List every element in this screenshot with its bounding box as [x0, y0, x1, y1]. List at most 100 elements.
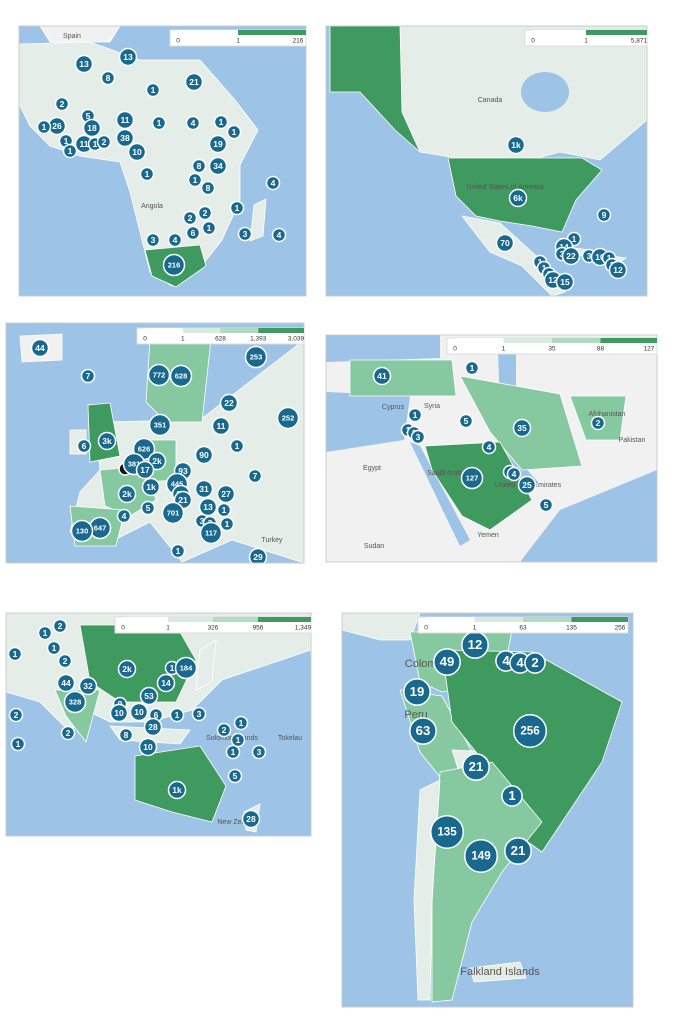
- marker-dot: [127, 142, 147, 162]
- cluster-marker: 1: [213, 114, 229, 130]
- cluster-marker: 10: [127, 142, 147, 162]
- marker-dot: [216, 502, 232, 518]
- marker-dot: [109, 703, 129, 723]
- marker-dot: [118, 47, 138, 67]
- marker-dot: [169, 364, 193, 388]
- cluster-marker: 1: [464, 360, 480, 376]
- marker-count: 1k: [172, 785, 182, 795]
- marker-count: 19: [410, 684, 425, 699]
- marker-dot: [135, 460, 155, 480]
- cluster-marker: 1: [139, 166, 155, 182]
- marker-count: 1: [93, 139, 98, 149]
- cluster-marker: 2: [590, 415, 606, 431]
- marker-dot: [409, 717, 437, 745]
- marker-count: 9: [118, 699, 123, 709]
- place-label: Cyprus: [382, 404, 405, 411]
- marker-count: 5: [233, 771, 238, 781]
- cluster-marker: 5: [227, 768, 243, 784]
- legend: 0 1 628 1,393 3,039: [136, 327, 305, 345]
- marker-count: 44: [61, 678, 71, 688]
- marker-dot: [148, 413, 172, 437]
- cluster-marker: 4: [481, 439, 497, 455]
- marker-dot: [233, 715, 249, 731]
- marker-count: 3: [151, 235, 156, 245]
- cluster-marker: 31: [194, 479, 214, 499]
- marker-dot: [191, 158, 207, 174]
- marker-count: 1: [538, 257, 543, 267]
- marker-count: 22: [566, 251, 576, 261]
- cluster-marker: 1: [46, 640, 62, 656]
- cluster-marker: 1: [229, 200, 245, 216]
- place-label: Saudi Arabia: [427, 470, 467, 477]
- cluster-marker: 1: [226, 124, 242, 140]
- legend-label: 0: [143, 336, 147, 343]
- marker-count: 130: [76, 526, 89, 535]
- cluster-marker: 8: [100, 70, 116, 86]
- legend-label: 256: [615, 625, 626, 632]
- marker-dot: [139, 166, 155, 182]
- cluster-marker: 2k: [117, 484, 137, 504]
- marker-count: 12: [548, 275, 558, 285]
- marker-count: 3: [257, 747, 262, 757]
- marker-dot: [184, 72, 204, 92]
- marker-count: 4: [173, 235, 178, 245]
- cluster-marker: 6k: [508, 188, 528, 208]
- cluster-marker: 63: [409, 717, 437, 745]
- marker-count: 253: [250, 352, 263, 361]
- marker-dot: [227, 768, 243, 784]
- cluster-marker: 2: [197, 205, 213, 221]
- legend-label: 1: [236, 38, 240, 45]
- cluster-marker: 4: [116, 508, 132, 524]
- cluster-marker: 1: [62, 143, 78, 159]
- marker-count: 11: [80, 139, 89, 149]
- marker-dot: [145, 232, 161, 248]
- cluster-marker: 10: [138, 737, 158, 757]
- marker-count: 32: [83, 681, 93, 691]
- cluster-marker: 13: [198, 497, 218, 517]
- marker-dot: [141, 477, 161, 497]
- marker-dot: [460, 466, 484, 490]
- marker-count: 27: [221, 489, 231, 499]
- marker-count: 1: [68, 146, 73, 156]
- legend-label: 135: [566, 625, 577, 632]
- cluster-marker: 3: [410, 429, 426, 445]
- marker-dot: [63, 690, 87, 714]
- cluster-marker: 2: [8, 707, 24, 723]
- cluster-marker: 1: [187, 172, 203, 188]
- marker-dot: [219, 393, 239, 413]
- marker-dot: [156, 673, 176, 693]
- legend-label: 1,393: [250, 336, 267, 343]
- marker-dot: [524, 652, 546, 674]
- marker-count: 1: [52, 643, 57, 653]
- marker-count: 26: [52, 121, 62, 131]
- cluster-marker: 11: [115, 110, 135, 130]
- legend-swatch: [649, 338, 657, 343]
- cluster-marker: 1k: [141, 477, 161, 497]
- legend: 0 1 216: [169, 29, 307, 47]
- marker-count: 4: [122, 511, 127, 521]
- marker-dot: [517, 475, 537, 495]
- cluster-marker: 22: [219, 393, 239, 413]
- marker-dot: [458, 413, 474, 429]
- marker-count: 351: [154, 420, 167, 429]
- legend-swatch: [586, 30, 639, 35]
- marker-dot: [229, 438, 245, 454]
- marker-count: 626: [138, 444, 151, 453]
- marker-count: 4: [271, 178, 276, 188]
- legend-label: 0: [424, 625, 428, 632]
- marker-count: 1: [239, 718, 244, 728]
- marker-dot: [162, 253, 186, 277]
- marker-count: 8: [206, 183, 211, 193]
- marker-count: 53: [144, 691, 154, 701]
- marker-dot: [247, 468, 263, 484]
- legend-swatch: [600, 338, 649, 343]
- marker-count: 31: [199, 484, 209, 494]
- marker-count: 6k: [513, 193, 523, 203]
- cluster-marker: 5: [538, 497, 554, 513]
- marker-dot: [147, 363, 171, 387]
- marker-count: 5: [544, 500, 549, 510]
- cluster-marker: 29: [248, 547, 268, 563]
- marker-count: 1: [151, 85, 156, 95]
